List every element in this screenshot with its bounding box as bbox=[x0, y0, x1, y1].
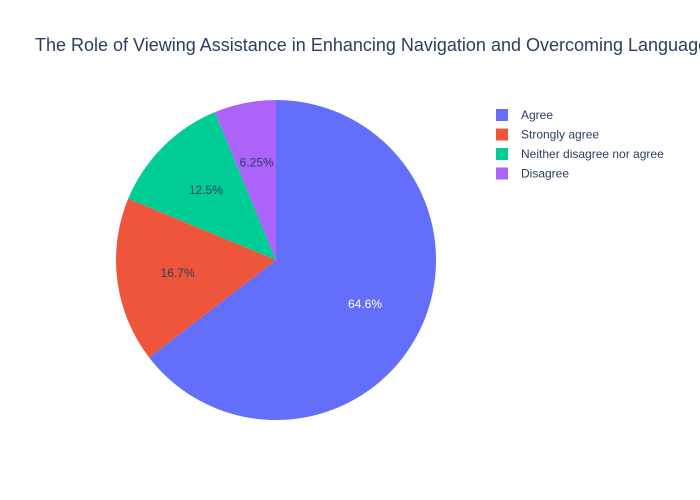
slice-label-disagree: 6.25% bbox=[240, 156, 274, 170]
legend-item-agree[interactable]: Agree bbox=[496, 108, 553, 122]
slice-label-strongly-agree: 16.7% bbox=[161, 266, 195, 280]
pie-slice-neither-disagree-nor-agree[interactable] bbox=[128, 112, 276, 260]
legend-swatch bbox=[496, 148, 508, 160]
legend: Agree Strongly agree Neither disagree nor … bbox=[496, 108, 664, 181]
legend-swatch bbox=[496, 167, 508, 180]
legend-label: Neither disagree nor agree bbox=[521, 147, 664, 161]
legend-label: Agree bbox=[521, 108, 553, 122]
pie-slices bbox=[115, 100, 436, 420]
legend-swatch bbox=[496, 128, 508, 141]
slice-label-neither-disagree-nor-agree: 12.5% bbox=[189, 183, 223, 197]
slice-label-agree: 64.6% bbox=[348, 297, 382, 311]
legend-label: Disagree bbox=[521, 167, 569, 181]
legend-item-neither-disagree-nor-agree[interactable]: Neither disagree nor agree bbox=[496, 147, 664, 161]
chart-title: The Role of Viewing Assistance in Enhanc… bbox=[35, 35, 700, 55]
pie-slice-labels: 64.6% 16.7% 12.5% 6.25% bbox=[161, 156, 383, 311]
legend-swatch bbox=[496, 109, 508, 121]
legend-label: Strongly agree bbox=[521, 128, 599, 142]
pie-slice-strongly-agree[interactable] bbox=[115, 198, 276, 358]
legend-item-strongly-agree[interactable]: Strongly agree bbox=[496, 128, 599, 142]
legend-item-disagree[interactable]: Disagree bbox=[496, 167, 569, 181]
pie-slice-agree[interactable] bbox=[149, 100, 436, 420]
pie-slice-disagree[interactable] bbox=[214, 100, 276, 260]
